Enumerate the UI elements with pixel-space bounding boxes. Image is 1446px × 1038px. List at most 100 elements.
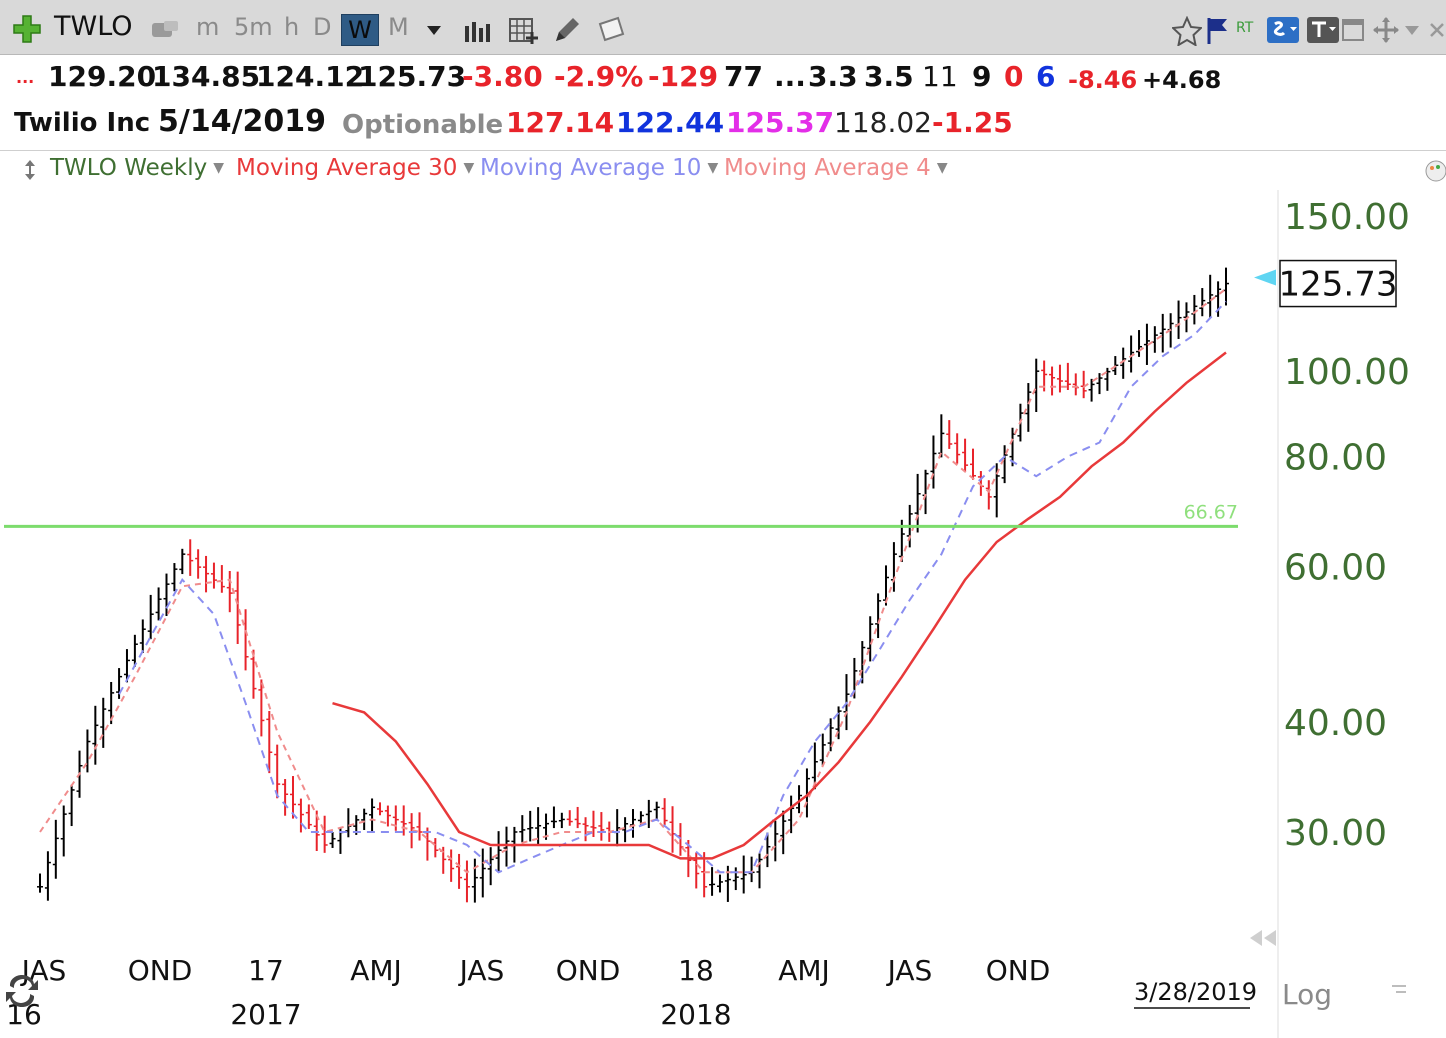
horizontal-level-label: 66.67 xyxy=(1184,501,1238,523)
ohlc-bar xyxy=(724,865,731,902)
ohlc-bar xyxy=(258,679,265,737)
ohlc-bar xyxy=(92,705,99,765)
realtime-badge[interactable]: RT xyxy=(1236,20,1254,36)
star-icon[interactable] xyxy=(1172,16,1202,46)
ohlc-bar xyxy=(740,855,747,894)
ohlc-bar xyxy=(250,649,257,699)
flag-icon[interactable] xyxy=(1206,16,1230,46)
chevron-down-icon[interactable] xyxy=(1404,24,1420,36)
legend-ma10[interactable]: Moving Average 10 ▼ xyxy=(480,155,718,181)
ohlc-bar xyxy=(68,784,75,827)
quote-v2: 77 xyxy=(724,60,763,93)
quote-high: 134.85 xyxy=(152,60,261,93)
time-tick-label: AMJ xyxy=(350,954,402,987)
interval-h[interactable]: h xyxy=(284,13,300,41)
zoom-arrows-icon[interactable] xyxy=(1250,930,1276,946)
interval-w[interactable]: W xyxy=(341,14,379,46)
log-scale-toggle[interactable]: Log xyxy=(1282,978,1332,1011)
ohlc-bar xyxy=(108,681,115,725)
time-tick-label: JAS xyxy=(20,954,67,987)
price-tick-label: 150.00 xyxy=(1284,197,1410,238)
ohlc-bar xyxy=(139,619,146,653)
ohlc-bar xyxy=(582,817,589,842)
symbol-field[interactable]: TWLO xyxy=(54,11,133,42)
last-price-label: 125.73 xyxy=(1279,265,1398,305)
quote-v8: 6 xyxy=(1036,60,1056,93)
pencil-icon[interactable] xyxy=(550,14,580,46)
ma4-line xyxy=(39,288,1227,874)
company-name: Twilio Inc xyxy=(14,108,151,138)
sync-icon[interactable] xyxy=(6,974,38,1008)
ohlc-bar xyxy=(590,810,597,838)
ohlc-bar xyxy=(1143,323,1150,365)
ohlc-bar xyxy=(709,867,716,896)
scan-button-icon[interactable] xyxy=(1266,16,1300,44)
info-p4: 118.02 xyxy=(834,106,932,139)
ohlc-bar xyxy=(669,806,676,853)
note-icon[interactable] xyxy=(596,16,626,44)
ohlc-bar xyxy=(100,697,107,748)
ohlc-bar xyxy=(1056,364,1063,393)
interval-m-monthly[interactable]: M xyxy=(388,13,409,41)
indicator-legend: TWLO Weekly ▼ Moving Average 30 ▼ Moving A… xyxy=(0,150,1446,191)
resize-grip-icon[interactable] xyxy=(1392,985,1406,993)
ohlc-bar xyxy=(463,860,470,903)
close-icon[interactable] xyxy=(1428,20,1446,40)
ohlc-bar xyxy=(116,668,123,699)
ohlc-bar xyxy=(416,812,423,841)
legend-main-series[interactable]: TWLO Weekly ▼ xyxy=(50,155,224,181)
ohlc-bar xyxy=(748,856,755,883)
chevron-down-icon[interactable] xyxy=(426,24,442,36)
ohlc-bar xyxy=(1207,274,1214,318)
plot-area xyxy=(37,267,1229,903)
quote-v6: 9 xyxy=(972,60,992,93)
chevron-down-icon[interactable]: ▼ xyxy=(213,160,224,176)
interval-m[interactable]: m xyxy=(196,13,220,41)
legend-ma30[interactable]: Moving Average 30 ▼ xyxy=(236,155,474,181)
trade-button-icon[interactable] xyxy=(1306,16,1340,44)
ohlc-bar xyxy=(448,849,455,882)
ohlc-bar xyxy=(1223,267,1229,306)
time-tick-label: OND xyxy=(128,954,193,987)
chart-date-label[interactable]: 3/28/2019 xyxy=(1134,978,1257,1006)
legend-ma4[interactable]: Moving Average 4 ▼ xyxy=(724,155,948,181)
last-price-marker xyxy=(1254,269,1276,286)
ohlc-bar xyxy=(598,812,605,841)
ohlc-bar xyxy=(495,831,502,872)
interval-5m[interactable]: 5m xyxy=(234,13,273,41)
ohlc-bar xyxy=(361,808,368,830)
ohlc-bar xyxy=(962,438,969,472)
ohlc-bar xyxy=(123,649,130,683)
quote-low: 124.12 xyxy=(256,60,365,93)
sort-arrows-icon[interactable] xyxy=(22,159,38,181)
interval-d[interactable]: D xyxy=(313,13,332,41)
bar-chart-icon[interactable] xyxy=(463,18,495,44)
ohlc-bar xyxy=(503,826,510,867)
quote-v10: +4.68 xyxy=(1142,66,1222,94)
palette-icon[interactable] xyxy=(1424,159,1446,183)
ohlc-bar xyxy=(732,867,739,891)
ohlc-bar xyxy=(756,853,763,889)
ohlc-bar xyxy=(1151,326,1158,353)
ohlc-bar xyxy=(282,779,289,816)
legend-ma10-label: Moving Average 10 xyxy=(480,155,702,181)
ohlc-bar xyxy=(218,565,225,593)
info-row: Twilio Inc 5/14/2019 Optionable 127.14 1… xyxy=(0,102,1446,146)
quote-open: 129.20 xyxy=(48,60,157,93)
quote-ellipsis: ... xyxy=(774,60,806,93)
chevron-down-icon[interactable]: ▼ xyxy=(936,160,948,176)
link-icon[interactable] xyxy=(150,18,180,42)
ohlc-bar xyxy=(155,587,162,621)
time-tick-label: 18 xyxy=(678,954,714,987)
price-axis: 150.00 100.00 80.00 60.00 40.00 30.00 xyxy=(1284,197,1410,854)
ohlc-bar xyxy=(527,810,534,842)
add-symbol-icon[interactable] xyxy=(12,14,42,44)
calendar-add-icon[interactable] xyxy=(508,16,540,46)
chevron-down-icon[interactable]: ▼ xyxy=(463,160,475,176)
chevron-down-icon[interactable]: ▼ xyxy=(707,160,719,176)
window-restore-icon[interactable] xyxy=(1340,16,1368,44)
move-icon[interactable] xyxy=(1372,16,1400,44)
info-p3: 125.37 xyxy=(726,106,835,139)
quote-prefix: ... xyxy=(16,68,35,87)
